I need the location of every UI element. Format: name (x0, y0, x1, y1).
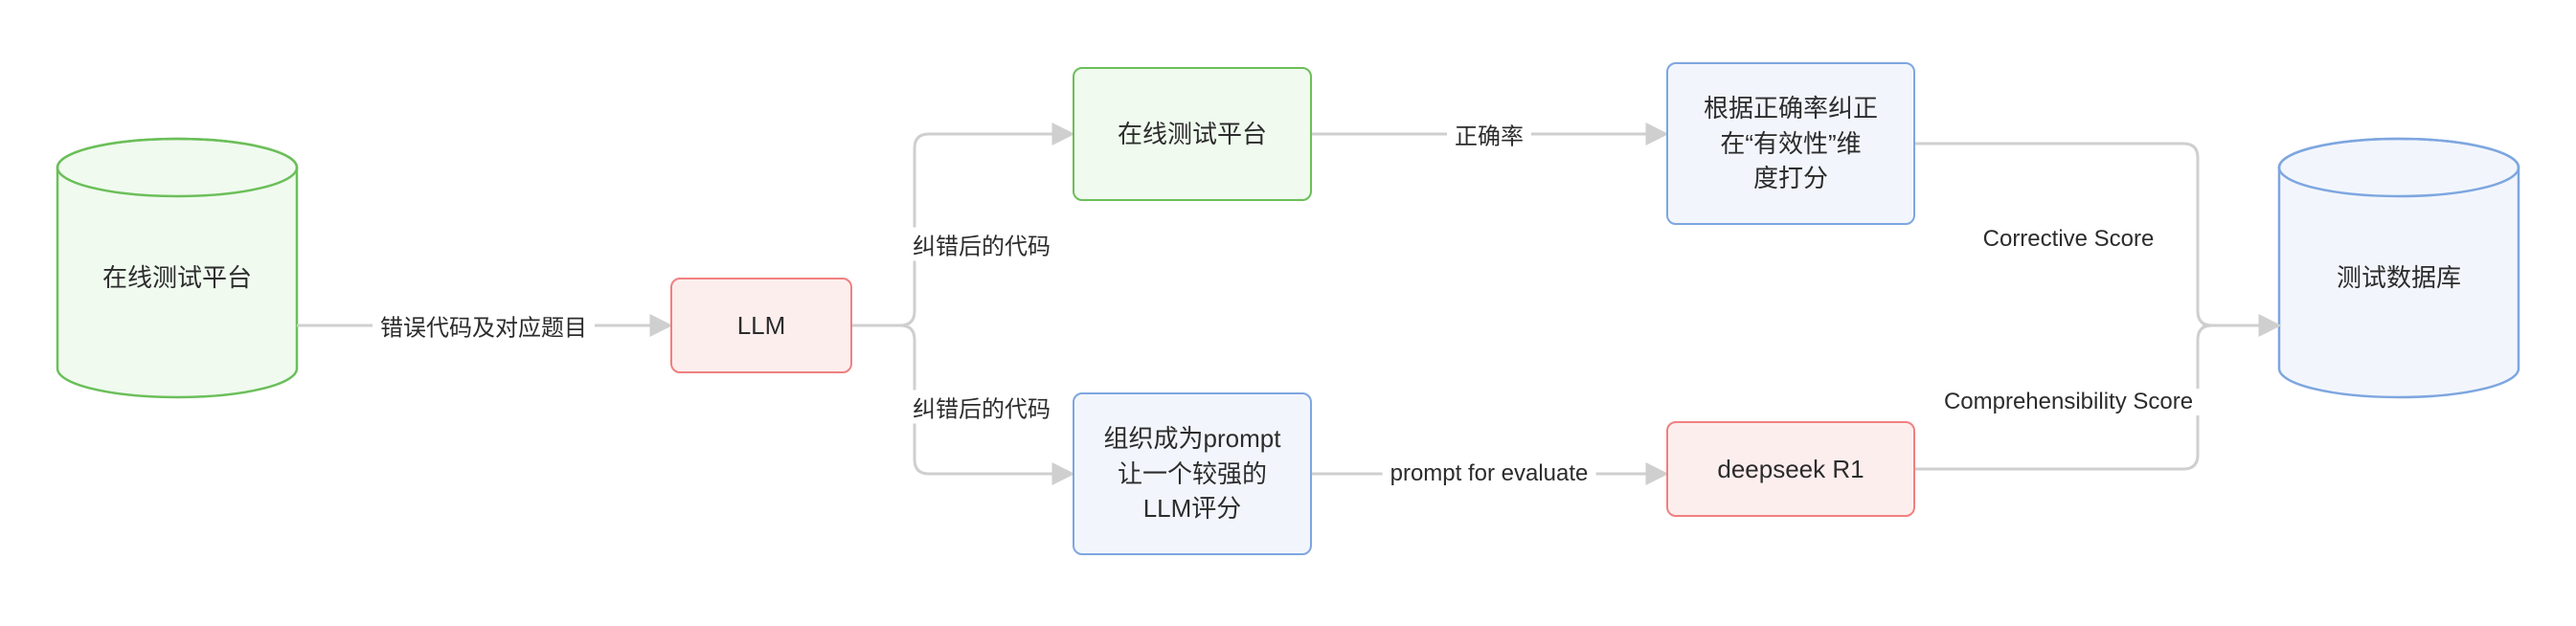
node-corr: 根据正确率纠正 在“有效性”维 度打分 (1666, 62, 1915, 225)
edge-label-e5: Corrective Score (1976, 226, 2162, 253)
node-label: 测试数据库 (2337, 260, 2461, 295)
node-label: LLM (737, 308, 786, 343)
node-llm: LLM (670, 278, 852, 373)
node-label: 在线测试平台 (1118, 117, 1267, 151)
node-dsr1: deepseek R1 (1666, 421, 1915, 517)
edge-label-e2b: 纠错后的代码 (905, 391, 1058, 424)
node-label: 组织成为prompt 让一个较强的 LLM评分 (1104, 421, 1281, 525)
node-src-db-label: 在线测试平台 (57, 220, 297, 335)
node-label: deepseek R1 (1717, 452, 1864, 486)
node-dst-db-label: 测试数据库 (2279, 220, 2519, 335)
edge-label-e1: 错误代码及对应题目 (373, 309, 595, 343)
node-label: 在线测试平台 (102, 260, 252, 295)
edge-label-e2a: 纠错后的代码 (905, 228, 1058, 261)
edge-label-e6: Comprehensibility Score (1936, 389, 2201, 415)
edge-label-e3: 正确率 (1447, 118, 1531, 151)
node-label: 根据正确率纠正 在“有效性”维 度打分 (1704, 91, 1878, 195)
node-prompt: 组织成为prompt 让一个较强的 LLM评分 (1073, 392, 1312, 555)
node-oj: 在线测试平台 (1073, 67, 1312, 201)
edge-label-e4: prompt for evaluate (1383, 460, 1596, 487)
